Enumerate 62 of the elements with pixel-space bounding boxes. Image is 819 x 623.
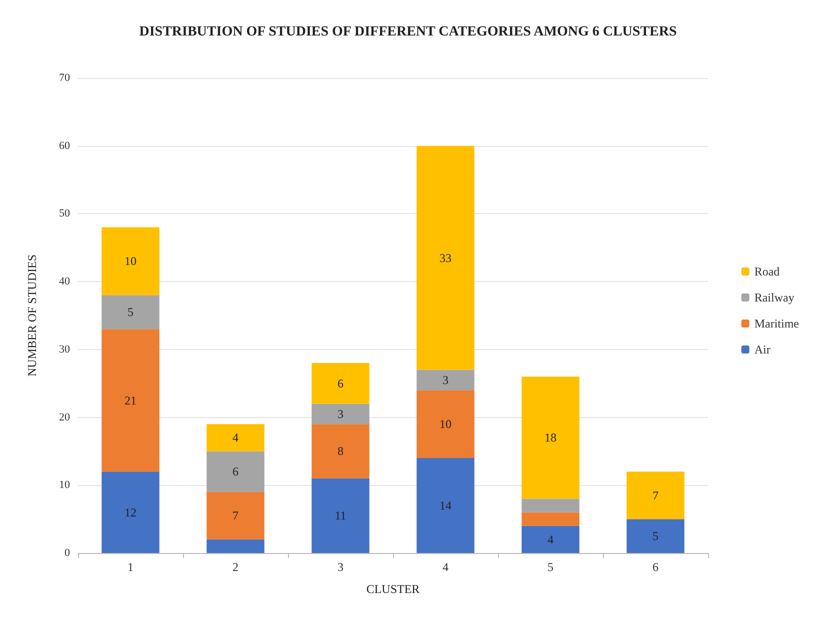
data-label: 4 [232,430,238,445]
bar [102,472,160,553]
bar [626,519,684,553]
bar [206,539,264,553]
bar [102,227,160,296]
y-tick-label: 40 [59,276,70,288]
bar [206,451,264,492]
data-label: 5 [652,529,658,544]
data-label: 18 [544,430,556,445]
bar [626,472,684,520]
x-tick-label: 6 [652,560,658,574]
data-label: 5 [128,305,134,320]
data-label: 12 [124,505,136,520]
x-tick-label: 1 [128,560,134,574]
y-tick-label: 70 [59,72,70,84]
x-tick-label: 3 [338,560,344,574]
data-label: 7 [652,488,658,502]
bar [312,363,370,404]
data-label: 10 [124,254,136,268]
y-tick-label: 30 [59,343,70,356]
legend-label: Air [754,342,770,356]
bar [522,526,580,553]
data-label: 10 [440,417,452,432]
data-label: 3 [338,406,344,421]
x-tick-label: 2 [232,560,238,574]
bar [206,424,264,452]
data-label: 7 [232,508,238,523]
chart-title: DISTRIBUTION OF STUDIES OF DIFFERENT CATEGORIES AMONG 6 CLUSTERS [139,24,677,40]
bar [206,492,264,540]
x-tick-label: 5 [548,560,554,574]
data-label: 8 [338,444,344,458]
x-tick-label: 4 [442,560,448,574]
data-label: 6 [232,464,238,479]
bar [312,404,370,424]
data-label: 4 [548,532,554,546]
bar [102,329,160,472]
y-tick-label: 10 [59,479,70,492]
bar [102,295,160,330]
y-axis-title: NUMBER OF STUDIES [25,254,39,377]
data-label: 3 [442,372,448,387]
y-tick-label: 50 [59,208,70,220]
legend-label: Maritime [754,316,799,330]
data-label: 14 [440,498,452,512]
y-tick-label: 0 [64,547,70,559]
legend-label: Railway [754,290,794,304]
data-label: 21 [124,393,136,408]
y-tick-label: 20 [59,411,70,424]
bar [416,146,474,370]
bar [522,512,580,526]
data-label: 11 [334,508,346,523]
bar [312,478,370,553]
bar [312,424,370,478]
bar [416,458,474,553]
bar [522,498,580,512]
y-tick-label: 60 [59,140,70,152]
bar [416,370,474,390]
x-axis-title: CLUSTER [366,582,420,596]
bar [522,376,580,499]
bar [416,390,474,458]
legend-label: Road [754,264,780,278]
data-label: 6 [338,376,344,390]
data-label: 33 [440,250,452,265]
